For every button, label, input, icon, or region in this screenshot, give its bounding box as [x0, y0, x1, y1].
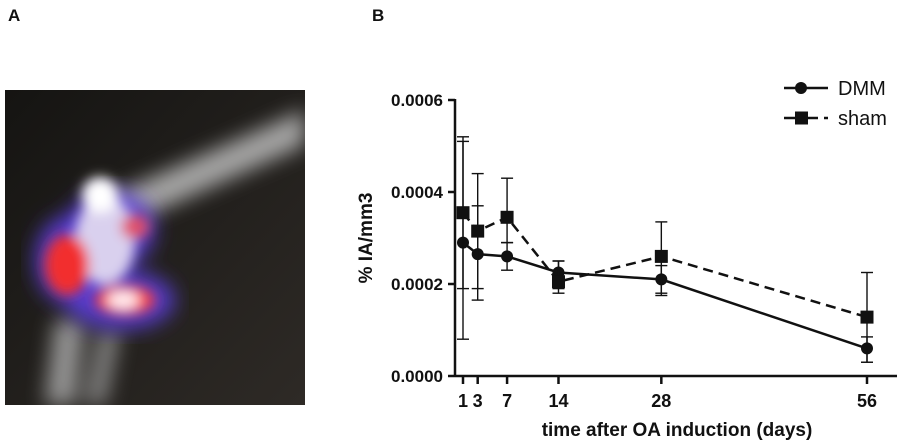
- y-tick-label: 0.0000: [391, 367, 443, 386]
- x-tick-label: 56: [857, 391, 877, 411]
- x-tick-label: 1: [458, 391, 468, 411]
- x-tick-label: 7: [502, 391, 512, 411]
- sham-data-point: [456, 206, 470, 220]
- dmm-data-point: [501, 250, 514, 263]
- legend: DMM sham: [784, 78, 887, 130]
- sham-legend-marker: [795, 111, 808, 125]
- dmm-legend-marker: [795, 82, 807, 94]
- x-tick-label: 28: [651, 391, 671, 411]
- sham-data-point: [471, 224, 485, 238]
- x-tick-label: 14: [548, 391, 568, 411]
- y-tick-label: 0.0006: [391, 91, 443, 110]
- joint-scintigraphy-image: [5, 90, 305, 405]
- sham-data-point: [860, 310, 874, 324]
- x-axis-label: time after OA induction (days): [542, 420, 813, 441]
- y-tick-label: 0.0004: [391, 183, 444, 202]
- sham-data-point: [654, 249, 668, 263]
- dmm-legend-label: DMM: [838, 78, 886, 100]
- sham-data-point: [500, 210, 514, 224]
- sham-data-point: [551, 275, 565, 289]
- x-tick-label: 3: [473, 391, 483, 411]
- y-tick-label: 0.0002: [391, 275, 443, 294]
- panel-a-label: A: [8, 6, 21, 25]
- y-axis-label: % IA/mm3: [356, 193, 377, 284]
- sham-legend-label: sham: [838, 108, 887, 130]
- panel-b-label: B: [372, 6, 385, 25]
